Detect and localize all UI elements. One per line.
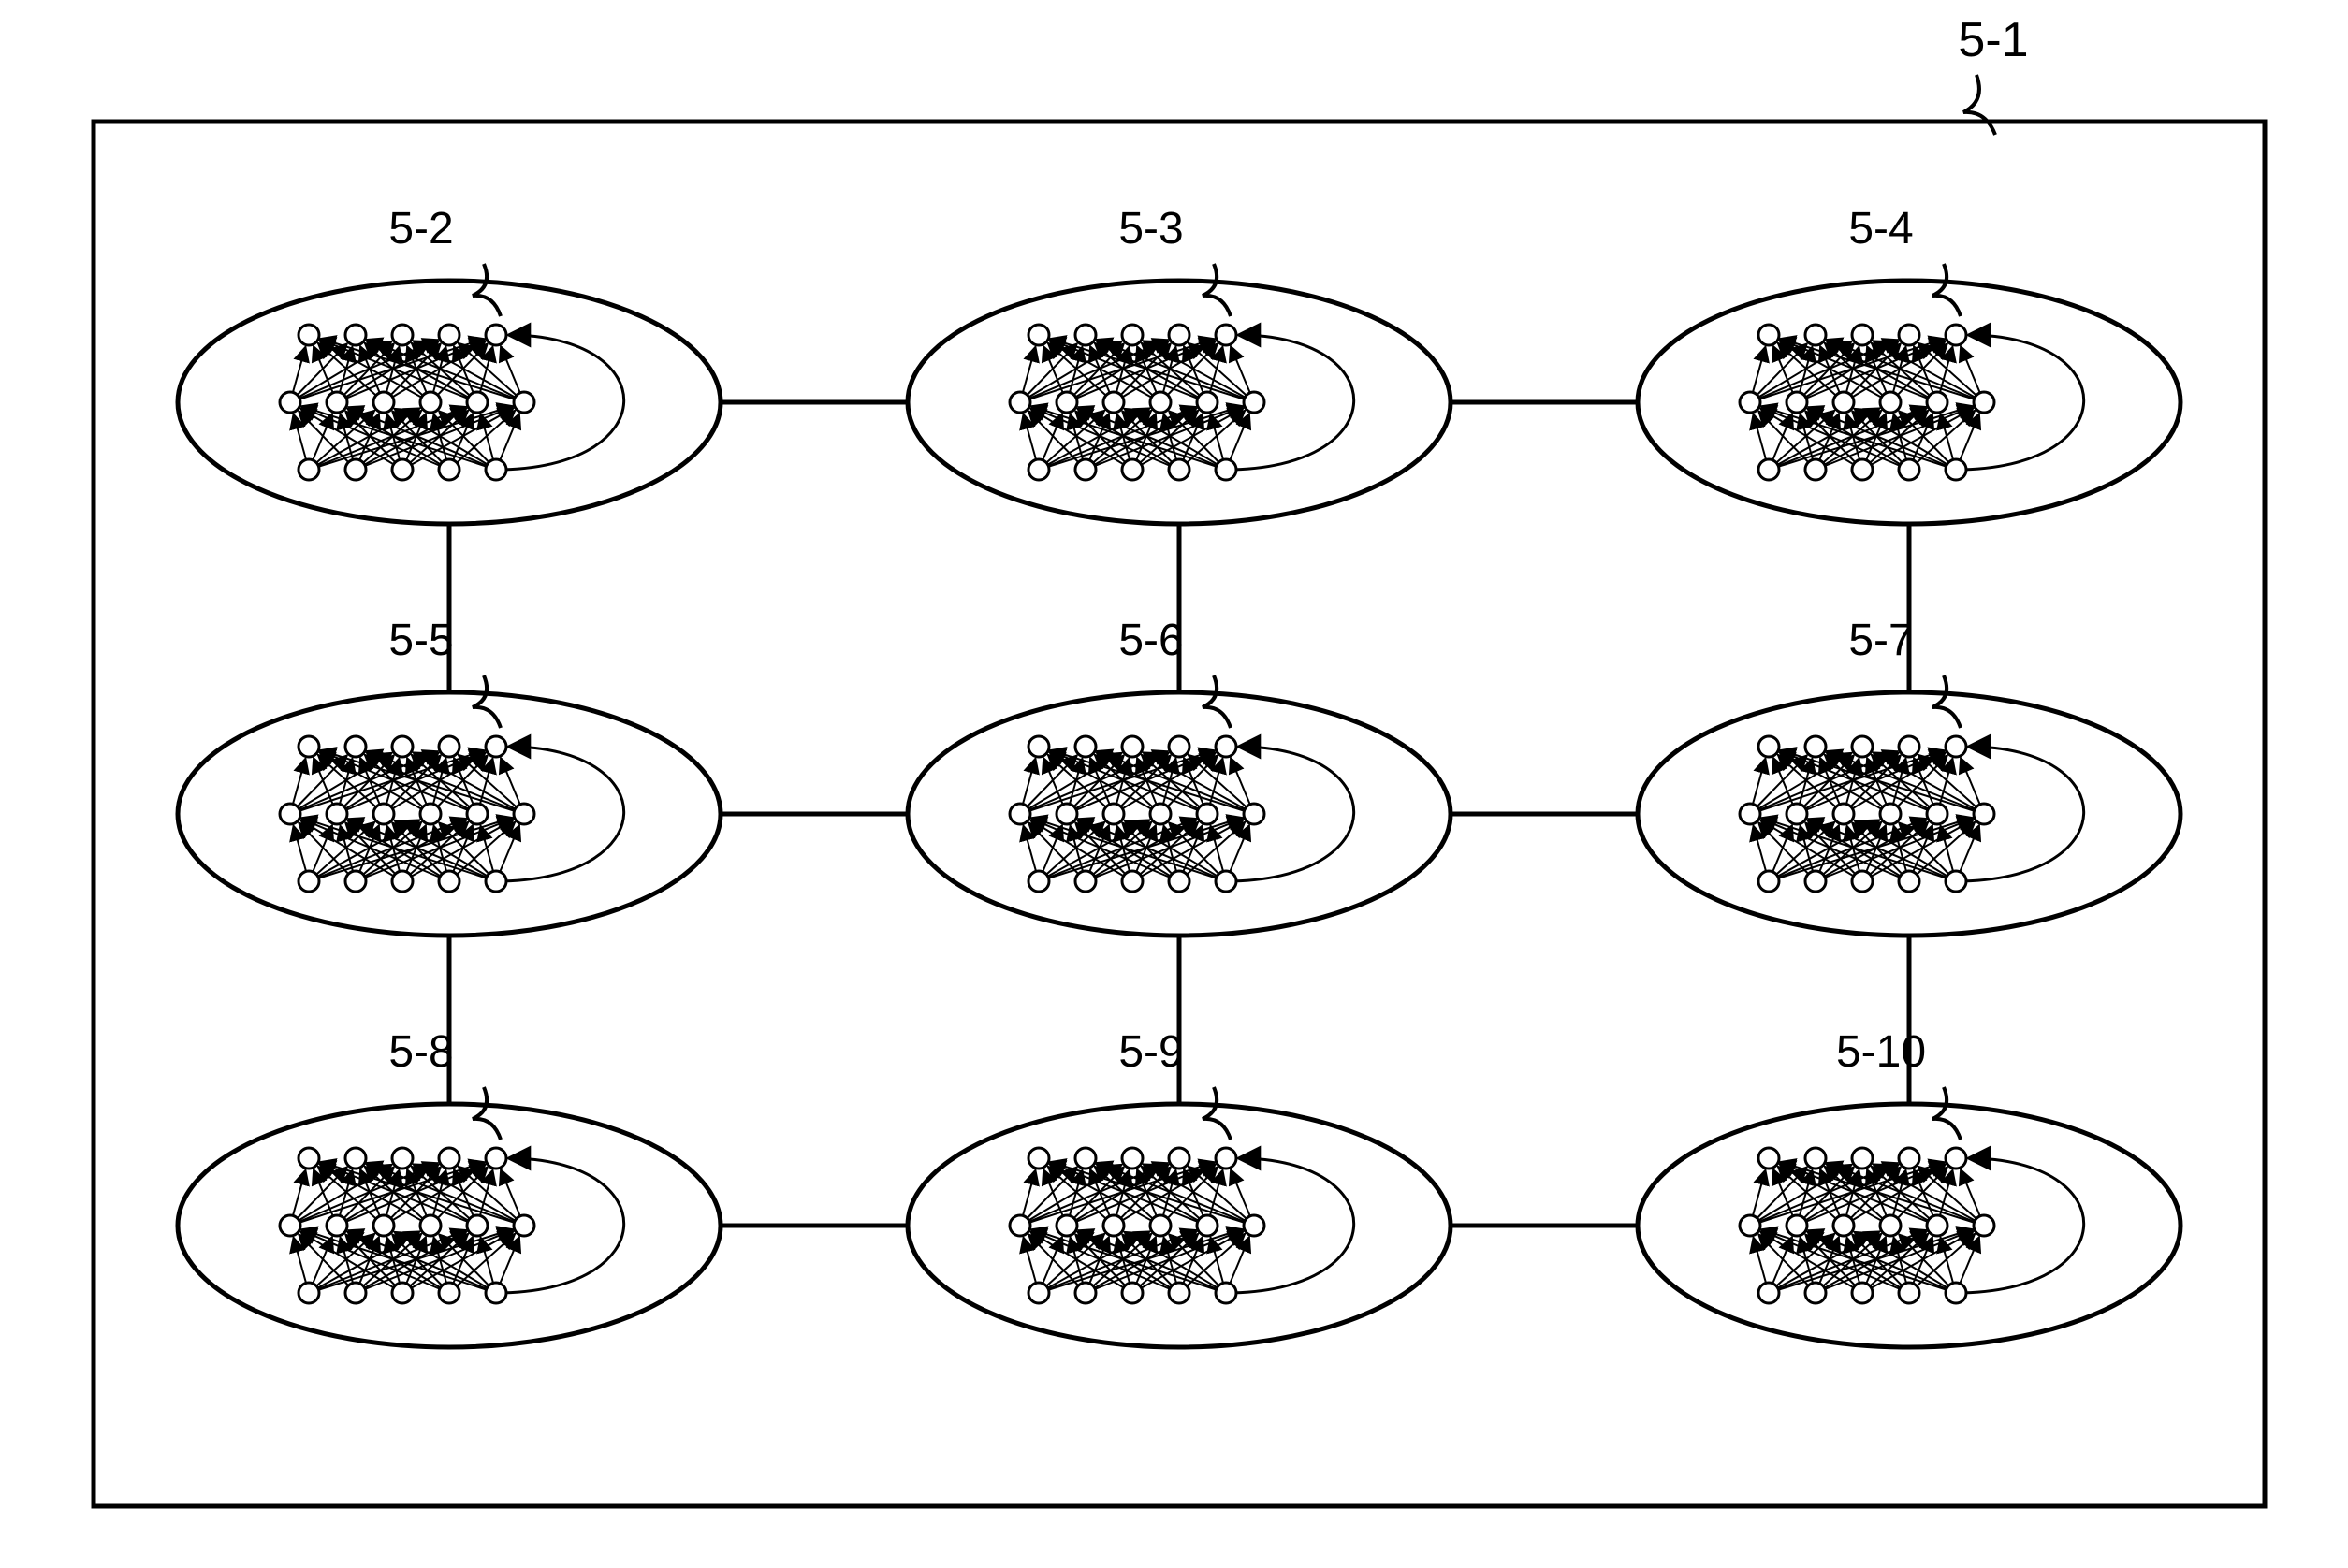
module-ellipse: [178, 1104, 721, 1347]
module-label: 5-2: [388, 204, 453, 254]
module-ellipse: [908, 281, 1451, 524]
module-ellipse: [1638, 1104, 2180, 1347]
diagram-svg: 5-1 5-2 5-3 5-4 5-5 5-6 5-7 5-8 5-9 5-10: [0, 0, 2348, 1568]
figure-root: 5-1 5-2 5-3 5-4 5-5 5-6 5-7 5-8 5-9 5-10: [0, 0, 2348, 1568]
modules: 5-2 5-3 5-4 5-5 5-6 5-7 5-8 5-9 5-10: [178, 204, 2180, 1347]
module-label: 5-5: [388, 616, 453, 665]
module-ellipse: [1638, 281, 2180, 524]
frame-label: 5-1: [1958, 13, 2028, 67]
module-ellipse: [908, 692, 1451, 936]
module-ellipse: [1638, 692, 2180, 936]
module-label: 5-3: [1118, 204, 1183, 254]
module-label: 5-7: [1848, 616, 1913, 665]
module-label: 5-9: [1118, 1027, 1183, 1077]
module-ellipse: [178, 692, 721, 936]
module-label: 5-6: [1118, 616, 1183, 665]
module-label: 5-8: [388, 1027, 453, 1077]
module-ellipse: [178, 281, 721, 524]
module-ellipse: [908, 1104, 1451, 1347]
module-label: 5-4: [1848, 204, 1913, 254]
module-label: 5-10: [1836, 1027, 1926, 1077]
